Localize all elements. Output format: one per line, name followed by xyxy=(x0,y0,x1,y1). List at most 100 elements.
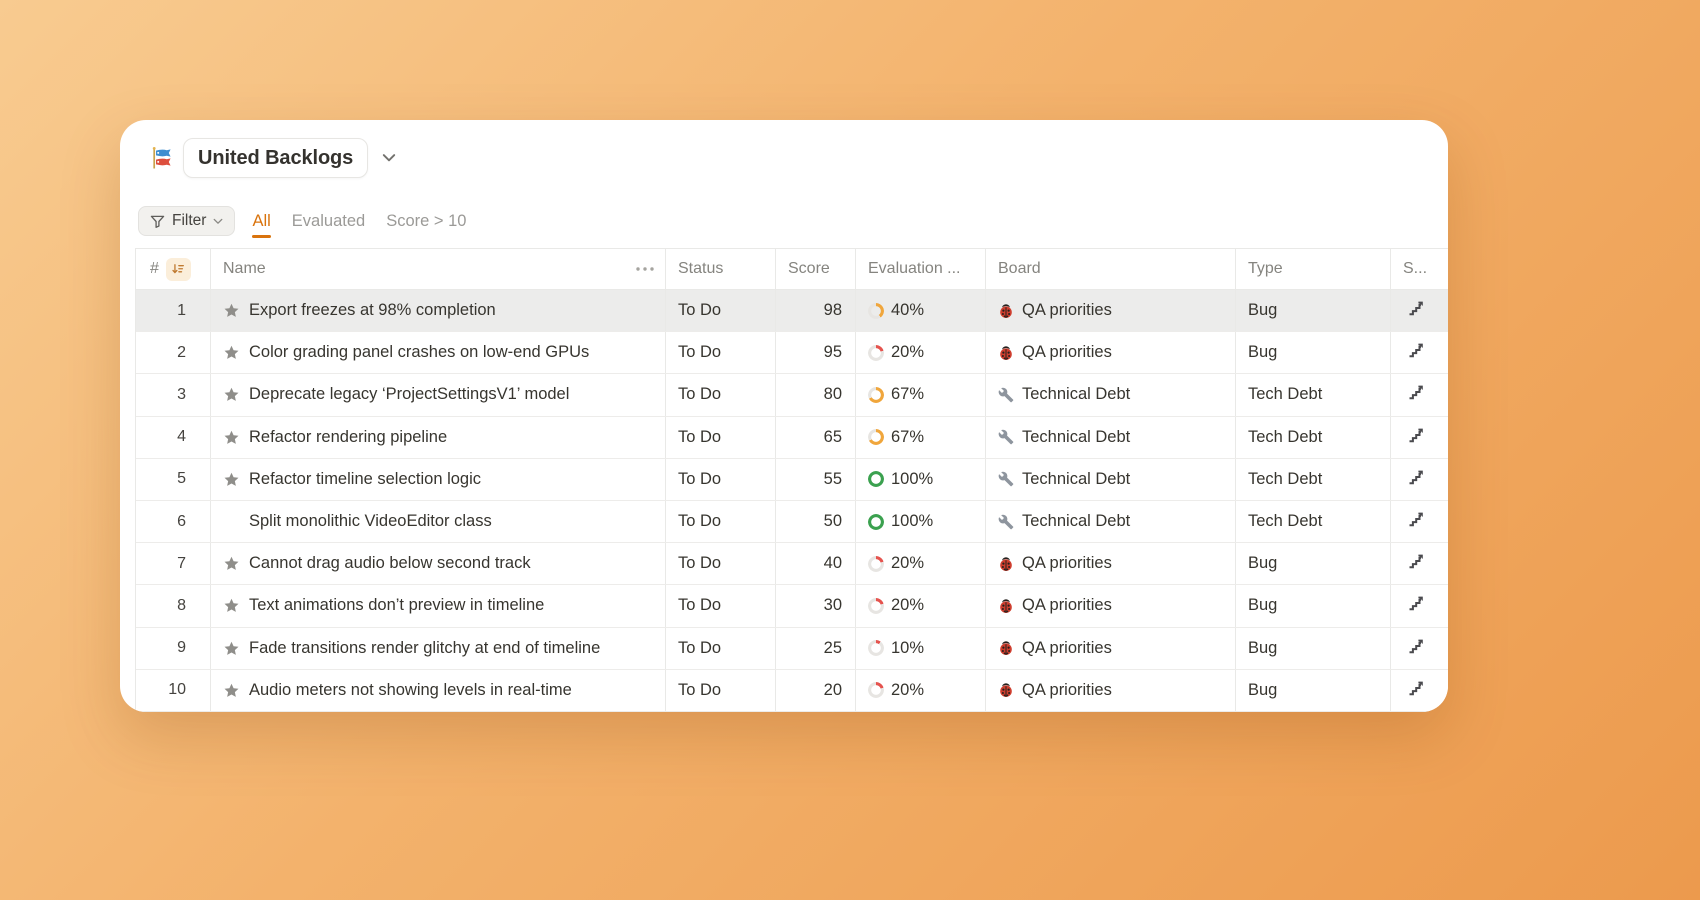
status-cell[interactable]: To Do xyxy=(666,458,776,500)
type-cell[interactable]: Bug xyxy=(1236,332,1391,374)
score-cell[interactable]: 25 xyxy=(776,627,856,669)
type-cell[interactable]: Tech Debt xyxy=(1236,374,1391,416)
table-row[interactable]: 10 Audio meters not showing levels in re… xyxy=(136,669,1448,712)
status-cell[interactable]: To Do xyxy=(666,332,776,374)
type-cell[interactable]: Bug xyxy=(1236,543,1391,585)
tab-evaluated[interactable]: Evaluated xyxy=(291,211,366,230)
column-header-name[interactable]: Name xyxy=(211,249,666,289)
table-row[interactable]: 1 Export freezes at 98% completion To Do… xyxy=(136,290,1448,333)
column-header-board[interactable]: Board xyxy=(986,249,1236,289)
page-title[interactable]: United Backlogs xyxy=(183,138,369,178)
more-options-icon[interactable] xyxy=(635,266,655,272)
filter-button[interactable]: Filter xyxy=(138,206,236,236)
s-cell[interactable] xyxy=(1391,543,1448,584)
s-cell[interactable] xyxy=(1391,417,1448,458)
status-cell[interactable]: To Do xyxy=(666,585,776,627)
score-cell[interactable]: 65 xyxy=(776,416,856,458)
s-cell[interactable] xyxy=(1391,332,1448,373)
board-cell[interactable]: QA priorities xyxy=(986,290,1236,332)
star-icon xyxy=(223,344,240,361)
status-cell[interactable]: To Do xyxy=(666,290,776,332)
task-name-cell[interactable]: Cannot drag audio below second track xyxy=(211,543,666,585)
score-cell[interactable]: 30 xyxy=(776,585,856,627)
task-name-cell[interactable]: Refactor timeline selection logic xyxy=(211,458,666,500)
board-cell[interactable]: QA priorities xyxy=(986,669,1236,711)
evaluation-cell[interactable]: 20% xyxy=(856,332,986,374)
task-name-cell[interactable]: Export freezes at 98% completion xyxy=(211,290,666,332)
score-cell[interactable]: 95 xyxy=(776,332,856,374)
evaluation-cell[interactable]: 67% xyxy=(856,374,986,416)
s-cell[interactable] xyxy=(1391,670,1448,711)
status-cell[interactable]: To Do xyxy=(666,500,776,543)
score-cell[interactable]: 55 xyxy=(776,458,856,500)
score-cell[interactable]: 40 xyxy=(776,543,856,585)
table-row[interactable]: 5 Refactor timeline selection logic To D… xyxy=(136,458,1448,501)
s-cell[interactable] xyxy=(1391,459,1448,500)
title-row: United Backlogs xyxy=(150,138,396,178)
column-header-type[interactable]: Type xyxy=(1236,249,1391,289)
evaluation-cell[interactable]: 67% xyxy=(856,416,986,458)
task-name-cell[interactable]: Color grading panel crashes on low-end G… xyxy=(211,332,666,374)
evaluation-cell[interactable]: 10% xyxy=(856,627,986,669)
type-cell[interactable]: Tech Debt xyxy=(1236,458,1391,500)
s-cell[interactable] xyxy=(1391,585,1448,626)
table-row[interactable]: 6 Split monolithic VideoEditor class To … xyxy=(136,500,1448,544)
star-icon xyxy=(223,682,240,699)
score-cell[interactable]: 20 xyxy=(776,669,856,711)
evaluation-cell[interactable]: 40% xyxy=(856,290,986,332)
board-cell[interactable]: QA priorities xyxy=(986,332,1236,374)
s-cell[interactable] xyxy=(1391,501,1448,542)
type-cell[interactable]: Tech Debt xyxy=(1236,416,1391,458)
board-cell[interactable]: QA priorities xyxy=(986,627,1236,669)
s-cell[interactable] xyxy=(1391,628,1448,669)
table-row[interactable]: 2 Color grading panel crashes on low-end… xyxy=(136,332,1448,375)
column-header-score[interactable]: Score xyxy=(776,249,856,289)
stairs-up-icon xyxy=(1408,427,1424,448)
evaluation-cell[interactable]: 20% xyxy=(856,543,986,585)
sort-descending-icon[interactable] xyxy=(165,257,191,281)
board-cell[interactable]: Technical Debt xyxy=(986,374,1236,416)
table-row[interactable]: 7 Cannot drag audio below second track T… xyxy=(136,543,1448,586)
board-cell[interactable]: Technical Debt xyxy=(986,500,1236,543)
table-row[interactable]: 8 Text animations don’t preview in timel… xyxy=(136,585,1448,628)
type-cell[interactable]: Bug xyxy=(1236,585,1391,627)
board-cell[interactable]: QA priorities xyxy=(986,543,1236,585)
type-cell[interactable]: Tech Debt xyxy=(1236,500,1391,543)
type-cell[interactable]: Bug xyxy=(1236,290,1391,332)
table-row[interactable]: 4 Refactor rendering pipeline To Do 65 6… xyxy=(136,416,1448,459)
column-header-index[interactable]: # xyxy=(136,249,211,289)
s-cell[interactable] xyxy=(1391,374,1448,415)
board-cell[interactable]: Technical Debt xyxy=(986,458,1236,500)
status-cell[interactable]: To Do xyxy=(666,669,776,711)
evaluation-cell[interactable]: 100% xyxy=(856,458,986,500)
column-header-s-truncated[interactable]: S... xyxy=(1403,260,1428,277)
evaluation-cell[interactable]: 20% xyxy=(856,585,986,627)
board-cell[interactable]: QA priorities xyxy=(986,585,1236,627)
type-cell[interactable]: Bug xyxy=(1236,627,1391,669)
task-name-cell[interactable]: Fade transitions render glitchy at end o… xyxy=(211,627,666,669)
status-cell[interactable]: To Do xyxy=(666,627,776,669)
column-header-evaluation[interactable]: Evaluation ... xyxy=(856,249,986,289)
column-header-status[interactable]: Status xyxy=(666,249,776,289)
status-cell[interactable]: To Do xyxy=(666,543,776,585)
task-name-cell[interactable]: Audio meters not showing levels in real-… xyxy=(211,669,666,711)
table-row[interactable]: 9 Fade transitions render glitchy at end… xyxy=(136,627,1448,670)
task-name-cell[interactable]: Text animations don’t preview in timelin… xyxy=(211,585,666,627)
evaluation-cell[interactable]: 20% xyxy=(856,669,986,711)
score-cell[interactable]: 98 xyxy=(776,290,856,332)
title-chevron-down-icon[interactable] xyxy=(382,153,396,163)
evaluation-cell[interactable]: 100% xyxy=(856,500,986,543)
tab-all[interactable]: All xyxy=(252,211,272,238)
task-name-cell[interactable]: Refactor rendering pipeline xyxy=(211,416,666,458)
s-cell[interactable] xyxy=(1391,290,1448,331)
table-row[interactable]: 3 Deprecate legacy ‘ProjectSettingsV1’ m… xyxy=(136,374,1448,417)
type-cell[interactable]: Bug xyxy=(1236,669,1391,711)
status-cell[interactable]: To Do xyxy=(666,416,776,458)
score-cell[interactable]: 80 xyxy=(776,374,856,416)
task-name-cell[interactable]: Split monolithic VideoEditor class xyxy=(211,500,666,543)
score-cell[interactable]: 50 xyxy=(776,500,856,543)
status-cell[interactable]: To Do xyxy=(666,374,776,416)
board-cell[interactable]: Technical Debt xyxy=(986,416,1236,458)
task-name-cell[interactable]: Deprecate legacy ‘ProjectSettingsV1’ mod… xyxy=(211,374,666,416)
tab-score-gt-10[interactable]: Score > 10 xyxy=(386,211,467,230)
